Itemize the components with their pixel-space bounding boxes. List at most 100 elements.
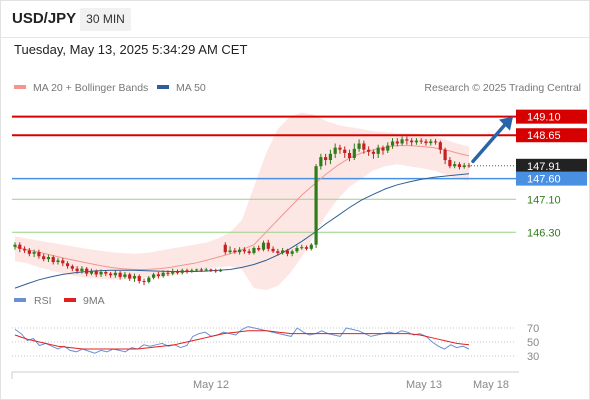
candle-body: [151, 274, 156, 278]
candle-body: [381, 147, 385, 151]
level-badge-147.60: [516, 171, 587, 186]
candle-body: [261, 242, 266, 250]
candle-body: [161, 272, 165, 277]
candle-body: [223, 244, 227, 253]
candle-body: [290, 251, 294, 254]
candle-body: [214, 270, 218, 272]
candle-body: [123, 274, 127, 277]
rsi-tick-label-70: 70: [527, 323, 539, 335]
candle-body: [410, 140, 414, 143]
candle-body: [362, 143, 366, 150]
ma20-line: [14, 145, 470, 270]
candle-body: [252, 248, 256, 253]
copyright-label: Research © 2025 Trading Central: [424, 82, 581, 94]
candle-body: [328, 153, 333, 161]
candle-body: [228, 250, 232, 253]
candle-body: [65, 263, 70, 267]
candle-body: [347, 153, 352, 158]
candle-body: [266, 242, 270, 249]
symbol-title: USD/JPY: [12, 10, 77, 27]
candle-body: [343, 149, 347, 153]
candle-body: [448, 160, 452, 167]
candle-body: [51, 257, 55, 263]
rsi-panel: 70 50 30: [12, 323, 539, 363]
level-label-146.30: 146.30: [527, 227, 561, 239]
candle-body: [295, 248, 299, 252]
candle-body: [395, 141, 399, 144]
candle-body: [80, 268, 84, 272]
level-label-149.10: 149.10: [527, 112, 561, 124]
legend-label-ma20: MA 20 + Bollinger Bands: [33, 82, 148, 94]
timeframe-button[interactable]: 30 MIN: [80, 8, 131, 31]
candle-body: [242, 249, 246, 252]
candle-body: [185, 270, 189, 272]
candle-body: [56, 260, 60, 263]
candle-body: [438, 142, 442, 150]
level-badge-149.10: [516, 109, 587, 124]
candle-body: [338, 147, 342, 150]
candle-body: [156, 274, 160, 277]
candle-body: [424, 141, 428, 144]
candle-body: [128, 274, 132, 279]
candle-body: [386, 145, 390, 151]
legend-swatch-ma20: [14, 85, 26, 89]
candle-body: [462, 165, 466, 168]
x-tick-label-may18: May 18: [473, 379, 509, 391]
level-badge-147.91: [516, 158, 587, 173]
candle-body: [443, 149, 447, 161]
legend-swatch-ma50: [157, 85, 169, 89]
candle-body: [27, 250, 31, 254]
candle-body: [390, 141, 395, 146]
candle-body: [190, 270, 194, 272]
level-label-147.91: 147.91: [527, 161, 561, 173]
candle-body: [333, 147, 337, 154]
level-badge-148.65: [516, 128, 587, 143]
candle-body: [22, 248, 27, 251]
candle-body: [276, 251, 280, 253]
candle-body: [46, 257, 51, 260]
candle-body: [419, 140, 423, 142]
candle-body: [319, 157, 323, 167]
candle-body: [414, 140, 419, 143]
candle-body: [304, 247, 309, 249]
header-bar: USD/JPY 30 MIN: [1, 1, 589, 38]
candle-body: [238, 249, 242, 253]
candle-body: [357, 143, 361, 149]
legend-swatch-rsi: [14, 298, 26, 302]
candle-body: [371, 151, 376, 154]
candle-body: [467, 165, 471, 167]
candle-body: [281, 250, 285, 253]
candle-body: [209, 269, 213, 271]
x-tick-label-may13: May 13: [406, 379, 442, 391]
bollinger-band: [15, 112, 469, 291]
candle-body: [85, 268, 89, 274]
candle-body: [180, 270, 184, 273]
candle-body: [195, 269, 199, 271]
level-label-148.65: 148.65: [527, 130, 561, 142]
candle-body: [147, 277, 151, 282]
candle-body: [247, 251, 251, 253]
candle-body: [405, 139, 409, 141]
candle-body: [75, 268, 79, 272]
candle-body: [89, 271, 94, 274]
legend-swatch-9ma: [64, 298, 76, 302]
candle-body: [457, 164, 462, 168]
candle-body: [99, 271, 103, 275]
candle-body: [94, 271, 98, 275]
level-label-147.60: 147.60: [527, 174, 561, 186]
bollinger-band-layer: [15, 112, 469, 291]
candle-body: [61, 260, 65, 264]
candle-body: [300, 247, 304, 249]
candle-body: [429, 141, 433, 144]
candle-body: [352, 148, 356, 158]
candle-body: [433, 141, 438, 143]
candle-body: [37, 252, 41, 257]
candle-body: [233, 250, 237, 253]
candle-body: [271, 248, 275, 252]
candle-body: [13, 244, 17, 247]
candle-body: [118, 272, 122, 277]
candle-body: [113, 272, 117, 276]
